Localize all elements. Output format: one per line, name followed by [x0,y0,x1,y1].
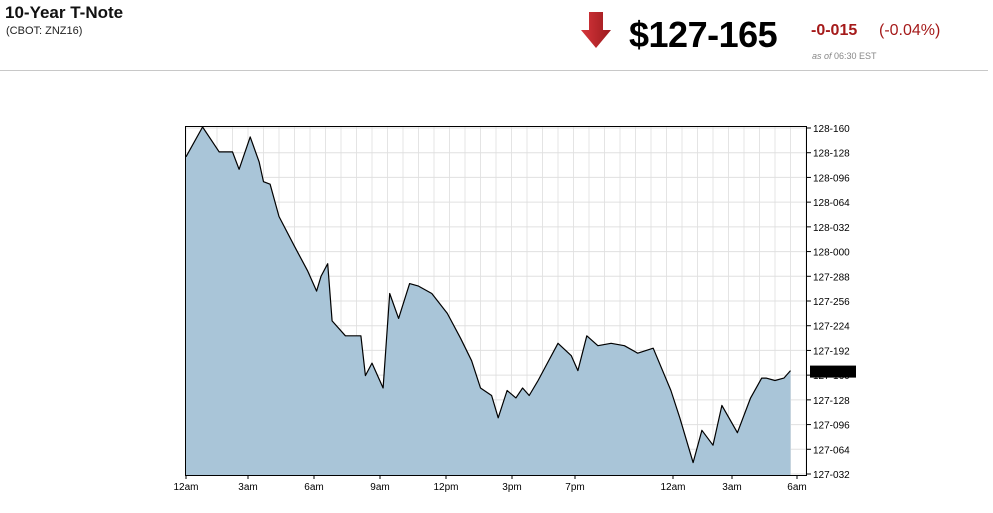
x-tick-label: 6am [787,482,806,493]
y-tick-label: 128-032 [813,223,850,234]
last-price: $127-165 [629,14,778,55]
chart-area [185,126,791,475]
as-of-prefix: as of [812,51,832,61]
y-tick-label: 128-096 [813,173,850,184]
y-tick-label: 128-128 [813,149,850,160]
x-tick-label: 3am [238,482,257,493]
header-divider [0,70,988,71]
current-value-label: 127-165 [813,368,850,379]
y-tick-label: 127-256 [813,297,850,308]
price-change: -0-015 [811,22,858,39]
y-tick-label: 127-096 [813,421,850,432]
chart-axes: 128-160 128-128 128-096 128-064 128-032 128-0… [173,124,856,493]
x-tick-label: 12am [173,482,198,493]
x-tick-label: 9am [370,482,389,493]
price-line [185,126,791,464]
instrument-title: 10-Year T-Note [5,3,124,22]
x-tick-label: 12am [660,482,685,493]
x-tick-label: 7pm [565,482,584,493]
y-tick-label: 128-000 [813,248,850,259]
y-tick-label: 127-224 [813,322,850,333]
as-of-timestamp: as of 06:30 EST [812,51,877,61]
instrument-symbol: (CBOT: ZNZ16) [6,25,83,37]
price-change-percent: (-0.04%) [879,22,941,39]
quote-header: 10-Year T-Note (CBOT: ZNZ16) $127-165 -0… [0,0,993,71]
price-area-fill [186,127,791,475]
y-tick-label: 128-064 [813,198,850,209]
down-arrow-icon [581,12,611,48]
x-tick-label: 6am [304,482,323,493]
x-tick-label: 12pm [433,482,458,493]
y-tick-label: 127-032 [813,470,850,481]
y-tick-label: 127-288 [813,272,850,283]
x-tick-label: 3am [722,482,741,493]
current-value-marker [810,365,856,378]
y-tick-label: 127-128 [813,396,850,407]
y-tick-label: 127-064 [813,445,850,456]
as-of-time: 06:30 EST [834,51,877,61]
y-tick-label: 128-160 [813,124,850,135]
y-tick-label: 127-192 [813,346,850,357]
x-tick-label: 3pm [502,482,521,493]
